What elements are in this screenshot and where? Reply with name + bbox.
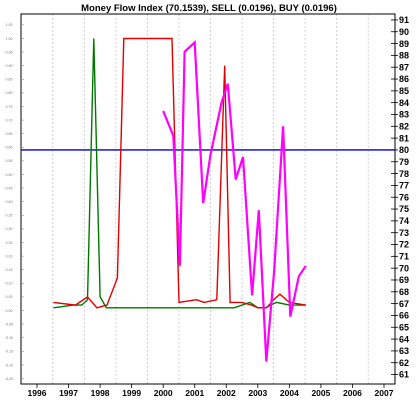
right-tick-label: 61: [399, 370, 409, 380]
left-tick-label: 0.45: [6, 186, 13, 190]
left-tick-label: 1.00: [6, 37, 13, 41]
right-tick-label: 90: [399, 27, 409, 37]
plot-frame: [20, 13, 396, 385]
left-tick-label: 0.55: [6, 159, 13, 163]
x-tick-label: 2007: [375, 388, 394, 398]
right-tick-label: 80: [399, 145, 409, 155]
x-tick-label: 2003: [248, 388, 267, 398]
x-tick-label: 2006: [343, 388, 362, 398]
left-tick-label: 0.65: [6, 132, 13, 136]
x-tick-label: 1999: [122, 388, 141, 398]
right-tick-label: 67: [399, 299, 409, 309]
right-tick-label: 69: [399, 275, 409, 285]
left-tick-label: 0.80: [6, 91, 13, 95]
right-tick-label: 86: [399, 74, 409, 84]
left-tick-label: 0.20: [6, 254, 13, 258]
x-axis: 1996 1997 1998 1999 2000 2001 2002 2003 2004 2005…: [28, 384, 394, 398]
right-tick-label: 76: [399, 192, 409, 202]
left-tick-label: 0.70: [6, 118, 13, 122]
left-axis: 1.05 1.00 0.95 0.90 0.85 0.80 0.75 0.70 0.65 0.60…: [5, 23, 24, 381]
right-tick-label: 65: [399, 322, 409, 332]
left-tick-label: 0.00: [6, 309, 13, 313]
right-tick-label: 63: [399, 346, 409, 356]
right-tick-label: 74: [399, 216, 409, 226]
right-tick-label: 78: [399, 169, 409, 179]
left-tick-label: 0.75: [6, 105, 13, 109]
left-tick-label: -0.05: [5, 322, 13, 326]
x-tick-label: 1996: [28, 388, 47, 398]
right-tick-label: 64: [399, 334, 409, 344]
frame-layer: [20, 13, 396, 385]
left-tick-label: 1.05: [6, 23, 13, 27]
right-tick-label: 81: [399, 133, 409, 143]
x-tick-label: 2004: [280, 388, 299, 398]
right-tick-label: 83: [399, 110, 409, 120]
right-tick-label: 66: [399, 311, 409, 321]
x-tick-label: 2001: [185, 388, 204, 398]
left-tick-label: 0.25: [6, 241, 13, 245]
left-tick-label: 0.05: [6, 295, 13, 299]
right-tick-label: 77: [399, 181, 409, 191]
left-tick-label: 0.60: [6, 146, 13, 150]
grid-layer: [52, 14, 369, 384]
x-tick-label: 2005: [311, 388, 330, 398]
left-tick-label: 0.30: [6, 227, 13, 231]
x-tick-label: 2000: [154, 388, 173, 398]
right-tick-label: 89: [399, 39, 409, 49]
right-tick-label: 68: [399, 287, 409, 297]
right-tick-label: 84: [399, 98, 409, 108]
series-line-buy: [53, 38, 306, 309]
x-tick-label: 1998: [91, 388, 110, 398]
left-tick-label: 0.35: [6, 214, 13, 218]
series-line-sell: [53, 37, 306, 309]
left-tick-label: 0.15: [6, 268, 13, 272]
right-tick-label: 70: [399, 263, 409, 273]
right-tick-label: 79: [399, 157, 409, 167]
right-tick-label: 82: [399, 122, 409, 132]
x-tick-label: 1997: [59, 388, 78, 398]
x-tick-label: 2002: [217, 388, 236, 398]
left-tick-label: -0.25: [5, 377, 13, 381]
right-tick-label: 88: [399, 51, 409, 61]
left-tick-label: 0.90: [6, 64, 13, 68]
left-tick-label: 0.10: [6, 282, 13, 286]
chart-title: Money Flow Index (70.1539), SELL (0.0196…: [81, 3, 337, 14]
left-tick-label: -0.10: [5, 336, 13, 340]
left-tick-label: -0.15: [5, 350, 13, 354]
right-tick-label: 85: [399, 86, 409, 96]
right-tick-label: 71: [399, 252, 409, 262]
right-tick-label: 73: [399, 228, 409, 238]
left-tick-label: -0.20: [5, 363, 13, 367]
right-tick-label: 87: [399, 62, 409, 72]
series-layer: [53, 37, 307, 362]
left-tick-label: 0.85: [6, 78, 13, 82]
right-tick-label: 72: [399, 240, 409, 250]
left-tick-label: 0.40: [6, 200, 13, 204]
right-tick-label: 91: [399, 15, 409, 25]
left-tick-label: 0.95: [6, 50, 13, 54]
right-tick-label: 62: [399, 358, 409, 368]
right-tick-label: 75: [399, 204, 409, 214]
series-line-money-flow-index: [162, 39, 307, 362]
left-tick-label: 0.50: [6, 173, 13, 177]
